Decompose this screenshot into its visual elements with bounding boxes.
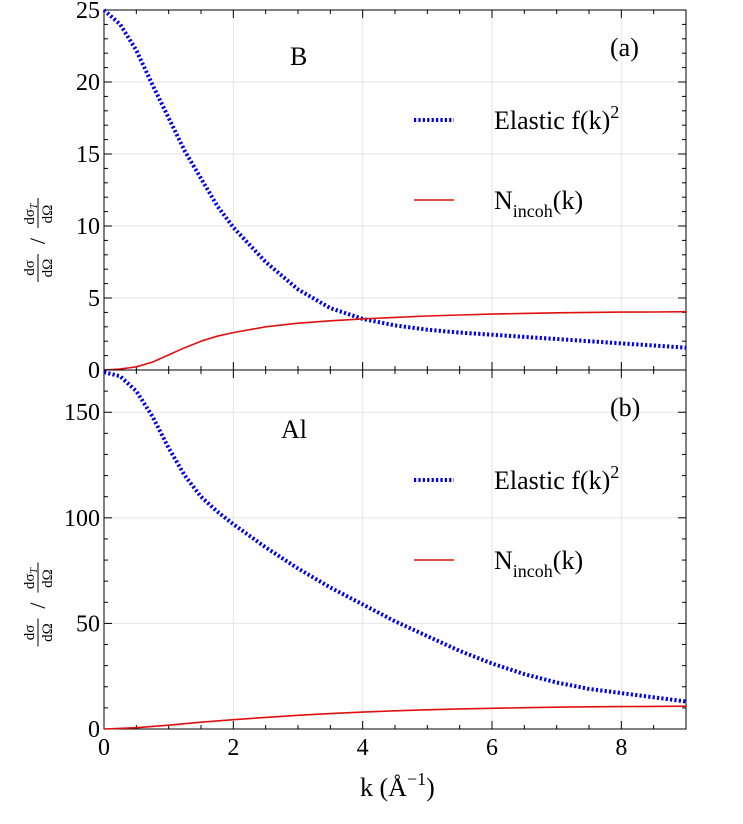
y-tick-label: 100 bbox=[64, 506, 100, 532]
y-tick-label: 25 bbox=[76, 0, 100, 24]
y-tick-label: 10 bbox=[76, 214, 100, 240]
legend-label: Nincoh(k) bbox=[494, 186, 583, 221]
legend-label: Elastic f(k)2 bbox=[494, 102, 619, 135]
legend-label: Nincoh(k) bbox=[494, 546, 583, 581]
y-axis-label: dσ dΩ/dσT dΩ bbox=[22, 198, 56, 282]
y-label-slash: / bbox=[25, 237, 50, 244]
x-tick-label: 4 bbox=[357, 735, 369, 761]
y-tick-label: 50 bbox=[76, 611, 100, 637]
x-axis-label: k (Å−1) bbox=[360, 769, 435, 802]
y-label-numerator-2: dσT bbox=[22, 202, 40, 225]
y-label-numerator-2: dσT bbox=[22, 566, 40, 589]
panel-label: (b) bbox=[610, 393, 640, 422]
y-label-slash: / bbox=[25, 602, 50, 609]
legend-label: Elastic f(k)2 bbox=[494, 462, 619, 495]
y-tick-label: 150 bbox=[64, 400, 100, 426]
y-tick-label: 0 bbox=[88, 717, 100, 743]
series-incoherent-line bbox=[103, 310, 687, 371]
element-label: Al bbox=[281, 415, 307, 444]
series-incoherent-line bbox=[103, 705, 687, 730]
y-tick-label: 0 bbox=[88, 358, 100, 384]
x-tick-label: 0 bbox=[98, 735, 110, 761]
y-label-numerator-1: dσ bbox=[22, 260, 38, 276]
y-tick-label: 20 bbox=[76, 70, 100, 96]
y-tick-label: 5 bbox=[88, 286, 100, 312]
element-label: B bbox=[290, 42, 307, 71]
x-tick-label: 6 bbox=[486, 735, 498, 761]
series-elastic-line bbox=[103, 370, 687, 704]
plot-frame bbox=[103, 369, 687, 730]
y-axis-label: dσ dΩ/dσT dΩ bbox=[22, 562, 56, 647]
y-label-denominator-2: dΩ bbox=[40, 205, 56, 224]
y-tick-label: 15 bbox=[76, 142, 100, 168]
plot-frame bbox=[103, 9, 687, 371]
y-label-numerator-1: dσ bbox=[22, 625, 38, 641]
y-label-denominator-2: dΩ bbox=[40, 569, 56, 588]
x-tick-label: 8 bbox=[615, 735, 627, 761]
panel-b: 0 50 100 150 0 2 4 6 8 Elastic f(k)2 Nincoh(k) (b) A… bbox=[22, 369, 687, 802]
series-elastic-line bbox=[102, 8, 687, 350]
y-label-denominator-1: dΩ bbox=[40, 623, 56, 642]
x-tick-label: 2 bbox=[227, 735, 239, 761]
panel-label: (a) bbox=[610, 33, 639, 62]
y-label-denominator-1: dΩ bbox=[40, 259, 56, 278]
